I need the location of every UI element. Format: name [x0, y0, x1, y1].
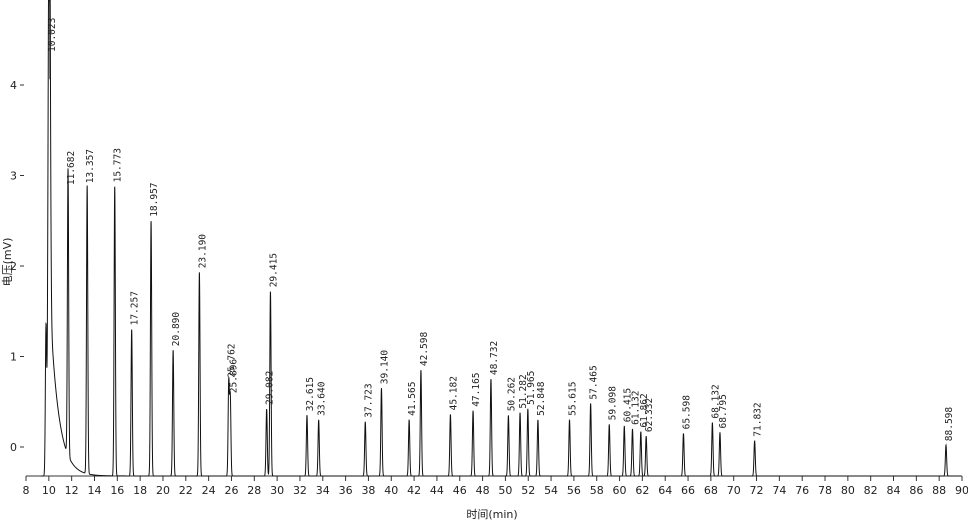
x-tick-label: 66 [681, 484, 695, 497]
x-tick-label: 58 [590, 484, 604, 497]
peak-label: 13.357 [85, 149, 96, 183]
peak-label: 48.732 [489, 341, 500, 375]
x-tick-label: 68 [704, 484, 718, 497]
peak-label: 33.640 [317, 381, 328, 416]
peak-label: 55.615 [568, 382, 579, 416]
x-tick-label: 40 [384, 484, 398, 497]
peak-label: 62.332 [644, 398, 655, 432]
peak-label: 57.465 [589, 365, 600, 399]
x-tick-label: 76 [795, 484, 809, 497]
x-tick-label: 54 [544, 484, 558, 497]
x-tick-label: 8 [23, 484, 30, 497]
x-tick-label: 70 [727, 484, 741, 497]
peak-label: 23.190 [197, 234, 208, 269]
x-tick-label: 24 [202, 484, 216, 497]
y-tick-label: 4 [10, 79, 17, 92]
x-tick-label: 12 [65, 484, 79, 497]
x-tick-label: 74 [772, 484, 786, 497]
peak-label: 42.598 [419, 332, 430, 367]
x-tick-label: 48 [476, 484, 490, 497]
peak-label: 15.773 [113, 148, 124, 182]
peak-label: 71.832 [753, 402, 764, 436]
peak-label: 29.082 [265, 371, 276, 405]
peak-label: 29.415 [268, 253, 279, 287]
peak-label: 39.140 [380, 350, 391, 385]
x-tick-label: 82 [864, 484, 878, 497]
x-tick-label: 28 [247, 484, 261, 497]
x-tick-label: 22 [179, 484, 193, 497]
x-tick-label: 42 [407, 484, 421, 497]
x-tick-label: 32 [293, 484, 307, 497]
x-tick-label: 84 [887, 484, 901, 497]
peak-label: 17.257 [130, 291, 141, 325]
x-tick-label: 64 [658, 484, 672, 497]
x-tick-label: 62 [635, 484, 649, 497]
x-tick-label: 80 [841, 484, 855, 497]
x-tick-label: 72 [750, 484, 764, 497]
x-tick-label: 60 [613, 484, 627, 497]
y-tick-label: 3 [10, 170, 17, 183]
x-tick-label: 52 [521, 484, 535, 497]
peak-label: 25.896 [228, 359, 239, 394]
peak-label: 18.957 [149, 182, 160, 216]
x-tick-label: 10 [42, 484, 56, 497]
peak-label: 88.598 [944, 407, 955, 442]
peak-label: 37.723 [363, 383, 374, 417]
x-tick-label: 78 [818, 484, 832, 497]
peak-label: 50.262 [506, 377, 517, 411]
x-tick-label: 86 [909, 484, 923, 497]
peak-label: 10.023 [47, 18, 58, 52]
peak-label: 45.182 [448, 376, 459, 410]
x-tick-label: 20 [156, 484, 170, 497]
y-axis-title: 电压(mV) [1, 238, 14, 287]
peak-label: 68.795 [718, 394, 729, 428]
x-tick-label: 36 [339, 484, 353, 497]
y-tick-label: 0 [10, 441, 17, 454]
peak-label: 32.615 [305, 377, 316, 411]
x-tick-label: 26 [224, 484, 238, 497]
peak-label: 20.890 [171, 312, 182, 347]
peak-label: 59.098 [607, 386, 618, 421]
x-tick-label: 34 [316, 484, 330, 497]
x-tick-label: 18 [133, 484, 147, 497]
peak-label: 11.682 [66, 151, 77, 185]
x-tick-label: 46 [453, 484, 467, 497]
peak-label: 41.565 [407, 382, 418, 416]
x-tick-label: 88 [932, 484, 946, 497]
peak-label: 65.598 [682, 395, 693, 430]
x-tick-label: 44 [430, 484, 444, 497]
x-tick-label: 30 [270, 484, 284, 497]
x-axis-title: 时间(min) [466, 508, 517, 521]
x-tick-label: 16 [110, 484, 124, 497]
peak-label: 47.165 [471, 372, 482, 406]
x-tick-label: 14 [87, 484, 101, 497]
x-tick-label: 50 [498, 484, 512, 497]
peak-label: 52.848 [536, 381, 547, 416]
x-tick-label: 90 [955, 484, 968, 497]
x-tick-label: 56 [567, 484, 581, 497]
x-tick-label: 38 [361, 484, 375, 497]
y-tick-label: 1 [10, 351, 17, 364]
